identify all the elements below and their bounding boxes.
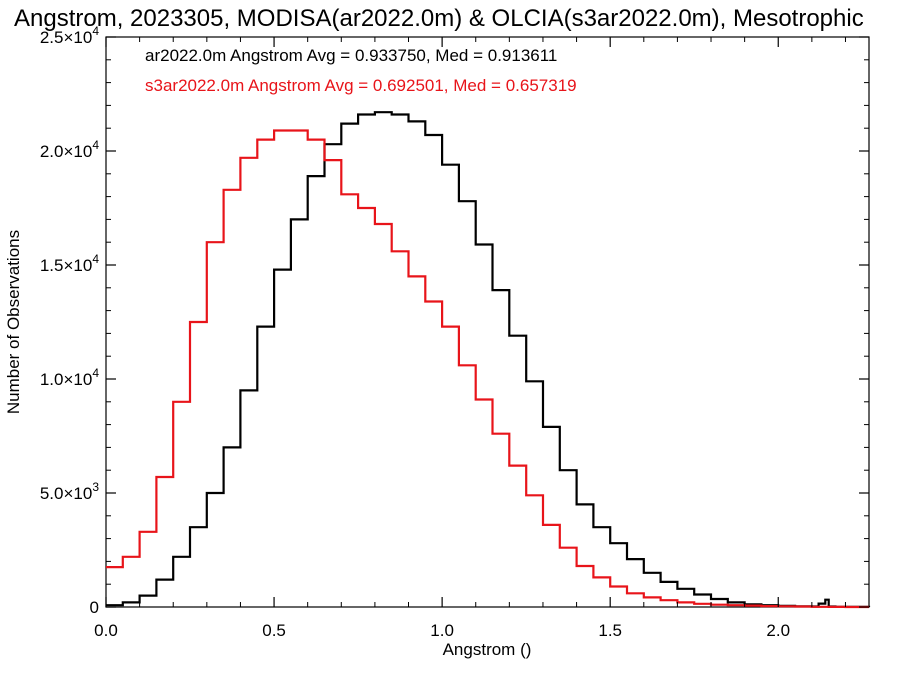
y-tick-label: 2.0×104 [40, 138, 99, 161]
series-line-2 [106, 129, 869, 609]
x-tick-label: 2.0 [766, 621, 790, 640]
y-axis-label: Number of Observations [4, 230, 23, 414]
legend: ar2022.0m Angstrom Avg = 0.933750, Med =… [145, 46, 577, 95]
x-tick-label: 0.0 [94, 621, 118, 640]
y-tick-label: 2.5×104 [40, 24, 99, 47]
legend-entry-2: s3ar2022.0m Angstrom Avg = 0.692501, Med… [145, 76, 577, 95]
chart-title: Angstrom, 2023305, MODISA(ar2022.0m) & O… [14, 5, 864, 32]
ticks-layer: 0.0 0.5 1.0 1.5 2.0 0 5.0×103 1.0×104 1.5×104 2.0… [40, 24, 869, 640]
y-tick-label: 1.5×104 [40, 252, 99, 275]
x-tick-label: 0.5 [262, 621, 286, 640]
x-tick-label: 1.5 [598, 621, 622, 640]
series-layer [106, 111, 871, 609]
series-line-1 [106, 111, 871, 608]
y-tick-label: 1.0×104 [40, 366, 99, 389]
legend-entry-1: ar2022.0m Angstrom Avg = 0.933750, Med =… [145, 46, 557, 65]
x-tick-label: 1.0 [430, 621, 454, 640]
y-tick-label: 5.0×103 [40, 480, 99, 503]
plot-frame [105, 36, 870, 608]
x-axis-label: Angstrom () [443, 640, 532, 659]
y-tick-label: 0 [90, 598, 99, 617]
